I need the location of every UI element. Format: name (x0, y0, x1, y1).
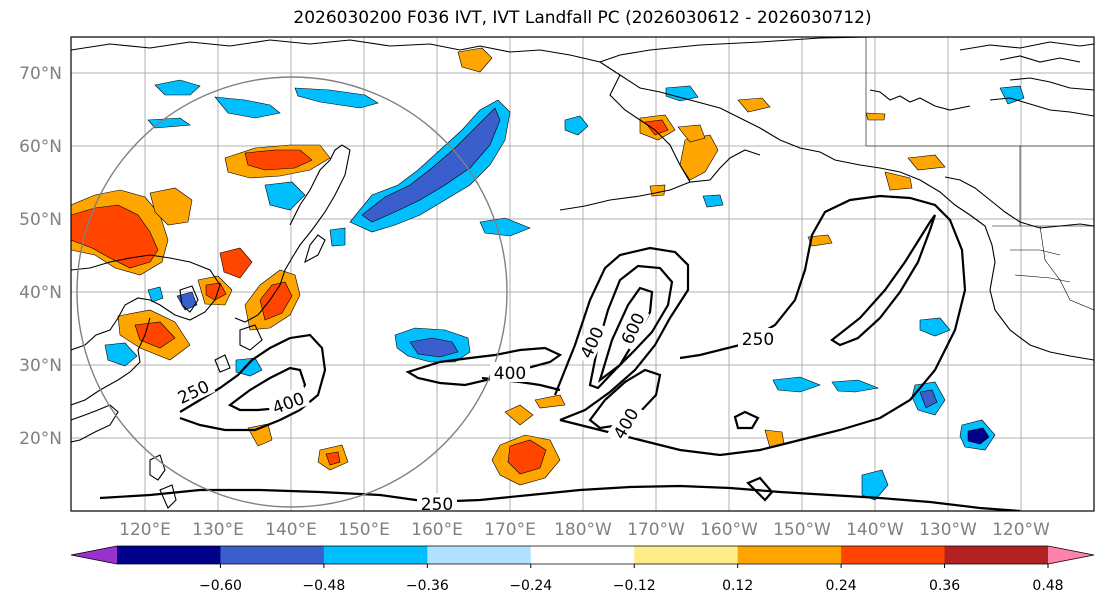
lon-label-130w: 130°W (919, 520, 977, 540)
lon-label-170w: 170°W (627, 520, 685, 540)
lon-label-160w: 160°W (700, 520, 758, 540)
lon-label-130e: 130°E (192, 520, 244, 540)
colorbar-tick-label: 0.24 (826, 578, 857, 594)
coastlines (71, 37, 1094, 509)
contour-label-400-mid: 400 (494, 364, 526, 384)
colorbar-extend-high (1048, 546, 1094, 564)
colorbar-tick-label: −0.24 (509, 578, 552, 594)
lon-label-150w: 150°W (773, 520, 831, 540)
pc-radius-circle (76, 76, 508, 508)
colorbar-tick-label: 0.12 (722, 578, 753, 594)
contour-labels: 250 400 600 400 250 400 250 400 (170, 305, 778, 515)
latitude-labels: 70°N 60°N 50°N 40°N 30°N 20°N (19, 64, 62, 449)
lon-label-160e: 160°E (411, 520, 463, 540)
borders (865, 37, 1094, 311)
colorbar-segment (220, 546, 325, 564)
lat-label-30n: 30°N (19, 356, 62, 376)
map-frame (70, 36, 1095, 512)
graticule (71, 37, 1094, 511)
colorbar-segment (530, 546, 635, 564)
colorbar-tick-label: 0.48 (1032, 578, 1063, 594)
ivt-contours (99, 194, 1021, 511)
lon-label-120e: 120°E (119, 520, 171, 540)
colorbar-segment (737, 546, 842, 564)
colorbar-segment (323, 546, 428, 564)
colorbar-segment (117, 546, 221, 564)
lon-label-140e: 140°E (265, 520, 317, 540)
longitude-labels: 120°E 130°E 140°E 150°E 160°E 170°E 180°… (119, 520, 1050, 540)
colorbar-tick-label: −0.12 (613, 578, 656, 594)
colorbar-segment (427, 546, 532, 564)
lat-label-50n: 50°N (19, 210, 62, 230)
colorbar-tick-label: −0.36 (406, 578, 449, 594)
colorbar-extend-low (71, 546, 117, 564)
map-title: 2026030200 F036 IVT, IVT Landfall PC (20… (293, 8, 872, 28)
colorbar-tick-label: 0.36 (929, 578, 960, 594)
lat-label-70n: 70°N (19, 64, 62, 84)
colorbar-segment (944, 546, 1049, 564)
contour-label-250-south: 250 (421, 495, 453, 515)
lon-label-180w: 180°W (554, 520, 612, 540)
contour-label-250-east: 250 (742, 330, 774, 350)
positive-pc-shading (71, 47, 946, 486)
colorbar: −0.60 −0.48 −0.36 −0.24 −0.12 0.12 0.24 0.36 0.4… (70, 545, 1095, 594)
lon-label-140w: 140°W (846, 520, 904, 540)
colorbar-outline (70, 545, 1095, 565)
negative-pc-shading (104, 79, 1025, 501)
colorbar-segment (841, 546, 946, 564)
lon-label-170e: 170°E (484, 520, 536, 540)
colorbar-tick-label: −0.48 (302, 578, 345, 594)
colorbar-tick-label: −0.60 (199, 578, 242, 594)
lon-label-120w: 120°W (992, 520, 1050, 540)
lat-label-60n: 60°N (19, 137, 62, 157)
lon-label-150e: 150°E (338, 520, 390, 540)
lat-label-40n: 40°N (19, 283, 62, 303)
colorbar-segment (634, 546, 739, 564)
lat-label-20n: 20°N (19, 429, 62, 449)
